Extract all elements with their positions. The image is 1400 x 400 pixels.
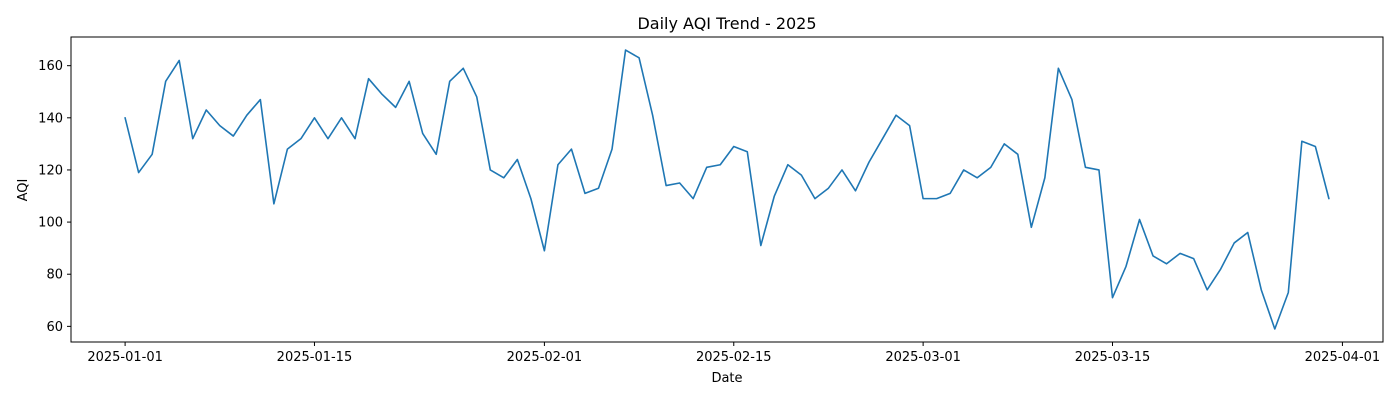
x-tick-label: 2025-02-01 — [507, 350, 583, 365]
x-tick-label: 2025-04-01 — [1305, 350, 1381, 365]
y-tick-label: 80 — [46, 268, 63, 283]
plot-area — [124, 49, 1330, 330]
chart-title: Daily AQI Trend - 2025 — [637, 14, 816, 33]
x-tick-label: 2025-03-15 — [1075, 350, 1151, 365]
x-tick-label: 2025-01-15 — [277, 350, 353, 365]
y-axis: 60 80 100 120 140 160 — [38, 59, 71, 335]
x-tick-label: 2025-02-15 — [696, 350, 772, 365]
y-axis-label: AQI — [16, 179, 31, 202]
plot-frame — [70, 36, 1384, 343]
series-line-aqi — [124, 49, 1330, 330]
y-tick-label: 100 — [38, 216, 63, 231]
y-tick-label: 160 — [38, 59, 63, 74]
y-tick-label: 120 — [38, 163, 63, 178]
y-tick-label: 140 — [38, 111, 63, 126]
y-tick-label: 60 — [46, 320, 63, 335]
x-axis: 2025-01-01 2025-01-15 2025-02-01 2025-02-15… — [87, 342, 1380, 365]
x-tick-label: 2025-01-01 — [87, 350, 163, 365]
x-axis-label: Date — [711, 371, 742, 386]
x-tick-label: 2025-03-01 — [885, 350, 961, 365]
